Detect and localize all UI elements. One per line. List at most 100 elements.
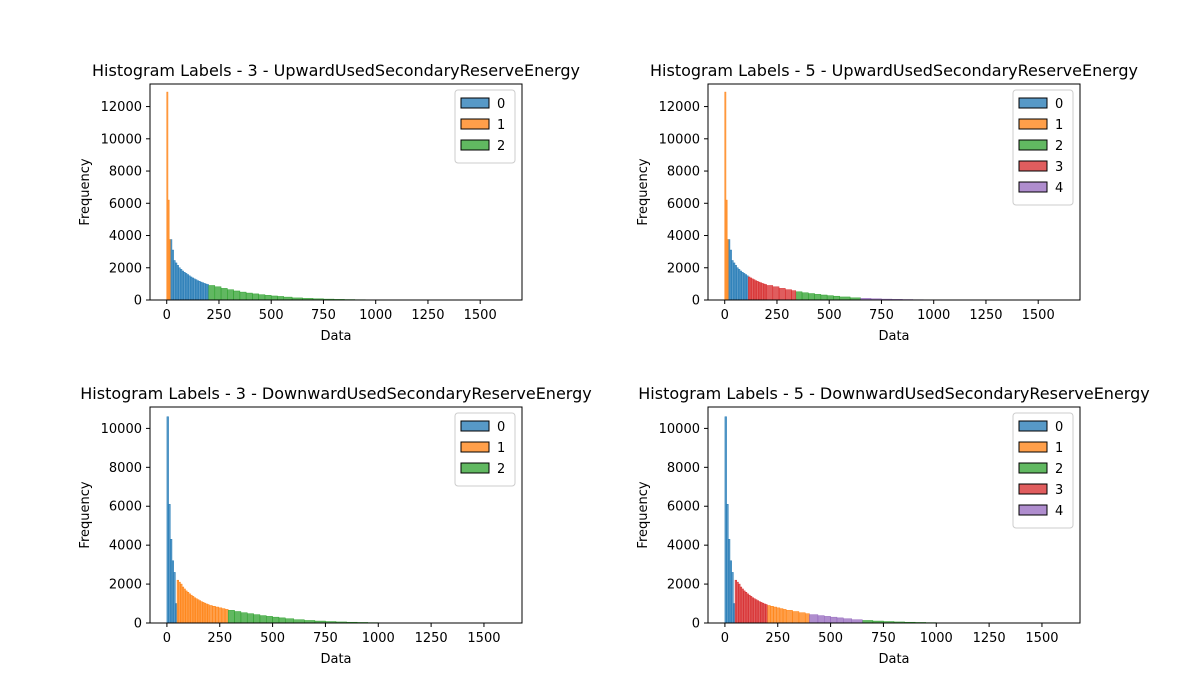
histogram-bar xyxy=(206,284,209,301)
histogram-bar xyxy=(183,588,186,624)
histogram-bar xyxy=(729,560,732,624)
series-2 xyxy=(208,285,506,301)
legend-label: 0 xyxy=(1055,420,1063,435)
histogram-bar xyxy=(195,279,198,301)
histogram-bar xyxy=(185,273,188,301)
histogram-bar xyxy=(729,249,732,301)
legend-label: 1 xyxy=(1055,441,1063,456)
histogram-bar xyxy=(246,613,254,624)
histogram-bar xyxy=(168,504,171,624)
x-tick-label: 0 xyxy=(721,308,729,323)
y-tick-label: 8000 xyxy=(667,165,700,180)
histogram-bar xyxy=(753,279,756,301)
x-tick-label: 750 xyxy=(871,631,896,646)
legend-swatch xyxy=(1018,160,1048,172)
legend-label: 2 xyxy=(1055,139,1063,154)
legend-label: 0 xyxy=(1055,97,1063,112)
histogram-bar xyxy=(178,581,181,624)
series-1 xyxy=(166,91,171,301)
histogram-bar xyxy=(749,277,752,301)
y-tick-label: 8000 xyxy=(109,165,142,180)
legend-label: 4 xyxy=(1055,504,1063,519)
series-0 xyxy=(728,239,749,301)
histogram-bar xyxy=(744,592,748,624)
histogram-bar xyxy=(779,608,784,624)
y-tick-label: 2000 xyxy=(109,261,142,276)
histogram-bar xyxy=(763,603,766,624)
histogram-bar xyxy=(208,285,216,301)
histogram-bar xyxy=(795,291,803,301)
histogram-bar xyxy=(203,602,207,624)
histogram-bar xyxy=(272,616,280,624)
histogram-bar xyxy=(765,604,768,624)
histogram-bar xyxy=(205,603,208,624)
histogram-bar xyxy=(726,239,729,301)
legend-swatch xyxy=(1018,181,1048,193)
histogram-bar xyxy=(181,270,184,301)
histogram-bar xyxy=(190,594,193,624)
y-tick-label: 10000 xyxy=(101,132,142,147)
x-tick-label: 1250 xyxy=(973,631,1006,646)
histogram-bar xyxy=(792,611,800,624)
histogram-bar xyxy=(748,594,751,624)
histogram-bar xyxy=(170,539,173,624)
histogram-bar xyxy=(196,280,199,301)
histogram-bar xyxy=(227,610,235,624)
histogram-bar xyxy=(733,262,736,301)
x-tick-label: 250 xyxy=(765,308,790,323)
histogram-bar xyxy=(773,606,777,624)
y-axis-label: Frequency xyxy=(78,158,93,225)
histogram-bar xyxy=(755,599,758,624)
y-axis-label: Frequency xyxy=(636,158,651,225)
y-tick-label: 12000 xyxy=(659,100,700,115)
chart-panel-4: 0 250 500 750 1000 1250 1500 0 2000 4000 6000 8000 1… xyxy=(636,384,1150,667)
histogram-bar xyxy=(778,288,786,301)
series-3 xyxy=(748,276,797,301)
x-tick-label: 1000 xyxy=(917,308,950,323)
histogram-bar xyxy=(192,596,195,624)
histogram-bar xyxy=(170,239,173,301)
series-4 xyxy=(809,614,863,624)
histogram-bar xyxy=(766,285,774,301)
y-tick-label: 2000 xyxy=(667,261,700,276)
series-2 xyxy=(795,291,861,301)
histogram-bar xyxy=(253,614,261,624)
histogram-bar xyxy=(746,275,749,301)
histogram-bar xyxy=(741,272,744,301)
y-tick-label: 2000 xyxy=(109,578,142,593)
x-tick-label: 1250 xyxy=(415,631,448,646)
y-tick-label: 4000 xyxy=(667,229,700,244)
legend-swatch xyxy=(1018,483,1048,495)
histogram-bar xyxy=(202,602,205,624)
y-tick-label: 6000 xyxy=(109,500,142,515)
series-3 xyxy=(734,579,768,624)
x-axis-label: Data xyxy=(320,329,351,344)
histogram-bar xyxy=(785,289,792,301)
histogram-bar xyxy=(166,416,169,624)
series-0 xyxy=(170,239,209,301)
histogram-bar xyxy=(234,611,242,624)
histogram-bar xyxy=(175,603,178,624)
x-tick-label: 750 xyxy=(313,631,338,646)
x-tick-label: 1250 xyxy=(969,308,1002,323)
legend-swatch xyxy=(460,118,490,130)
histogram-bar xyxy=(173,260,176,301)
series-0 xyxy=(724,416,736,624)
histogram-bar xyxy=(733,603,736,624)
x-axis-label: Data xyxy=(878,329,909,344)
histogram-bar xyxy=(830,616,838,624)
y-tick-label: 0 xyxy=(692,294,700,309)
histogram-bar xyxy=(176,579,179,624)
histogram-bar xyxy=(186,274,189,301)
x-tick-label: 1000 xyxy=(359,308,392,323)
histogram-bar xyxy=(804,613,810,624)
histogram-bar xyxy=(761,602,765,624)
histogram-bar xyxy=(188,275,191,301)
legend-label: 3 xyxy=(1055,160,1063,175)
histogram-bar xyxy=(739,586,743,624)
histogram-bar xyxy=(195,598,198,624)
histogram-bar xyxy=(791,290,797,301)
y-tick-label: 8000 xyxy=(667,461,700,476)
histogram-bar xyxy=(240,612,248,624)
histogram-bar xyxy=(738,269,741,301)
